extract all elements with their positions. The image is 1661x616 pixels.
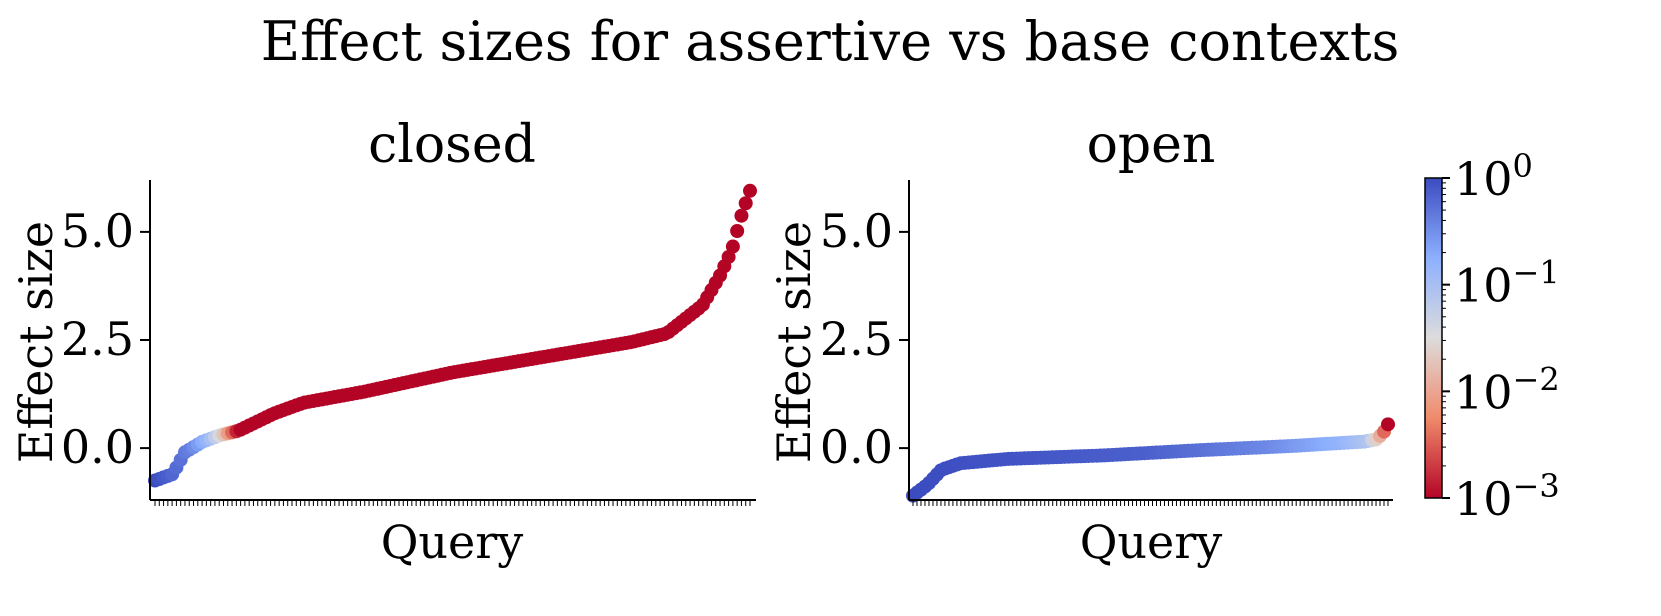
data-point-closed [730, 223, 745, 238]
data-point-closed [738, 196, 753, 211]
figure-title: Effect sizes for assertive vs base conte… [261, 10, 1400, 73]
y-tick-label-closed: 0.0 [61, 420, 134, 474]
y-tick-label-closed: 5.0 [61, 204, 134, 258]
y-ticks-open: 0.0 2.5 5.0 [820, 204, 909, 474]
colorbar-tick-label: 10−1 [1454, 254, 1560, 313]
colorbar-tick-label: 100 [1454, 147, 1533, 206]
colorbar-tick-label: 10−3 [1454, 467, 1560, 526]
colorbar: 100 10−1 10−2 10−3 [1424, 147, 1560, 526]
data-point-closed [734, 208, 749, 223]
y-tick-label-closed: 2.5 [61, 312, 134, 366]
data-point-closed [743, 183, 757, 198]
panel-title-open: open [1087, 115, 1216, 175]
panel-open: open Effect size Query 0.0 2.5 5.0 [767, 115, 1395, 569]
panel-title-closed: closed [368, 115, 536, 175]
y-tick-label-open: 0.0 [820, 420, 893, 474]
colorbar-ticks: 100 10−1 10−2 10−3 [1442, 147, 1560, 526]
x-axis-label-open: Query [1080, 515, 1223, 569]
y-tick-label-open: 2.5 [820, 312, 893, 366]
data-point-closed [725, 239, 740, 254]
y-axis-label-closed: Effect size [9, 221, 63, 463]
scatter-points-open [906, 417, 1395, 503]
x-axis-label-closed: Query [381, 515, 524, 569]
data-point-open [1381, 417, 1395, 432]
y-ticks-closed: 0.0 2.5 5.0 [61, 204, 150, 474]
colorbar-bar [1424, 177, 1443, 499]
scatter-points-closed [148, 183, 757, 488]
panel-closed: closed Effect size Query 0.0 2.5 5.0 [9, 115, 757, 569]
colorbar-tick-label: 10−2 [1454, 360, 1560, 419]
y-axis-label-open: Effect size [767, 221, 821, 463]
y-tick-label-open: 5.0 [820, 204, 893, 258]
